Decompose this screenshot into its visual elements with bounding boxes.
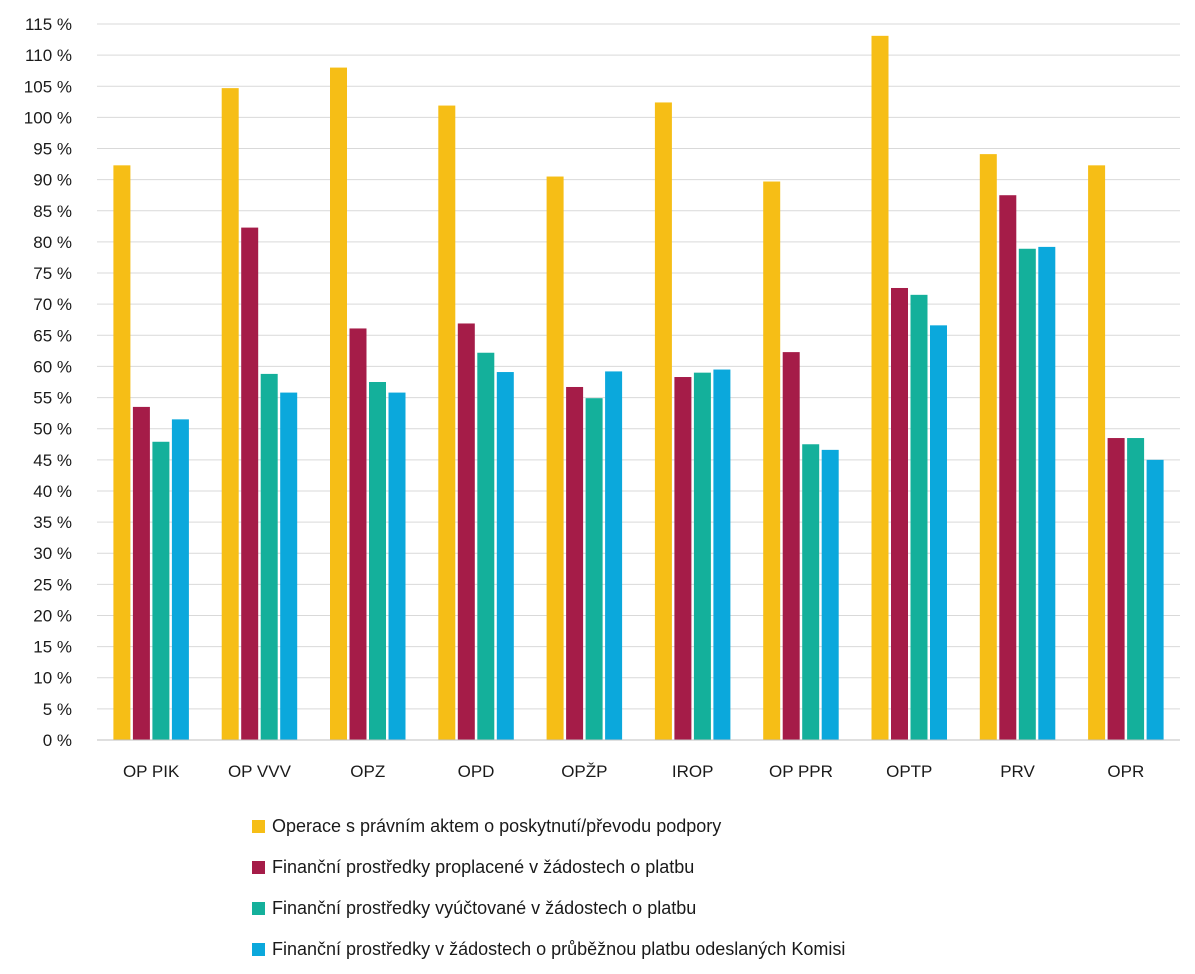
bar — [674, 377, 692, 740]
y-tick-label: 80 % — [33, 233, 72, 252]
x-category-label: OPŽP — [561, 762, 607, 781]
y-tick-label: 45 % — [33, 451, 72, 470]
y-tick-label: 30 % — [33, 544, 72, 563]
x-category-label: IROP — [672, 762, 714, 781]
bar — [349, 328, 367, 740]
y-tick-label: 70 % — [33, 295, 72, 314]
y-tick-label: 0 % — [43, 731, 72, 750]
y-tick-label: 40 % — [33, 482, 72, 501]
bar — [566, 386, 584, 740]
bar — [171, 419, 189, 740]
bar — [496, 372, 514, 740]
bar — [221, 88, 239, 741]
bar — [457, 323, 475, 740]
bar — [821, 449, 839, 740]
x-category-label: PRV — [1000, 762, 1035, 781]
bar — [438, 105, 456, 740]
y-tick-label: 15 % — [33, 638, 72, 657]
bar — [132, 406, 150, 740]
bar — [802, 444, 820, 740]
bar — [152, 441, 170, 740]
bar — [241, 227, 259, 741]
bar — [1127, 438, 1145, 740]
y-tick-label: 100 % — [24, 108, 72, 127]
bar — [1146, 459, 1164, 740]
y-tick-label: 5 % — [43, 700, 72, 719]
bar — [979, 154, 997, 740]
legend-label: Finanční prostředky proplacené v žádoste… — [272, 857, 694, 877]
legend-label: Finanční prostředky v žádostech o průběž… — [272, 939, 845, 959]
bar — [1107, 438, 1125, 740]
bar — [999, 195, 1017, 740]
x-axis-category-labels: OP PIK OP VVV OPZ OPD OPŽP IROP OP PPR OPTP PRV O… — [123, 762, 1144, 781]
legend: Operace s právním aktem o poskytnutí/pře… — [252, 816, 845, 959]
y-tick-label: 95 % — [33, 140, 72, 159]
bar — [369, 382, 386, 740]
bar — [693, 372, 711, 740]
y-tick-label: 65 % — [33, 326, 72, 345]
legend-label: Finanční prostředky vyúčtované v žádoste… — [272, 898, 696, 918]
bar — [1038, 246, 1056, 740]
bar — [782, 352, 800, 740]
y-tick-label: 115 % — [25, 15, 72, 34]
bar — [280, 392, 298, 740]
bar — [713, 369, 731, 740]
bar — [910, 294, 928, 740]
gridlines — [97, 23, 1180, 710]
y-axis-tick-labels: 0 % 5 % 10 % 15 % 20 % 25 % 30 % 35 % 40 % 45 % 50… — [24, 15, 72, 750]
bar — [330, 67, 347, 740]
bar — [654, 102, 672, 741]
bar — [585, 398, 603, 740]
y-tick-label: 85 % — [33, 202, 72, 221]
bar — [1018, 248, 1036, 741]
legend-swatch — [252, 943, 265, 956]
y-tick-label: 10 % — [33, 669, 72, 688]
bar — [388, 392, 406, 740]
bars — [113, 35, 1164, 741]
y-tick-label: 50 % — [33, 420, 72, 439]
y-tick-label: 60 % — [33, 357, 72, 376]
x-category-label: OPTP — [886, 762, 932, 781]
x-category-label: OP PIK — [123, 762, 180, 781]
bar — [930, 325, 947, 740]
bar — [871, 35, 889, 740]
bar — [113, 165, 131, 741]
x-category-label: OP VVV — [228, 762, 292, 781]
y-tick-label: 90 % — [33, 171, 72, 190]
x-category-label: OP PPR — [769, 762, 833, 781]
y-tick-label: 35 % — [33, 513, 72, 532]
legend-swatch — [252, 820, 265, 833]
bar — [546, 176, 564, 740]
x-category-label: OPR — [1107, 762, 1144, 781]
bar — [260, 373, 278, 740]
legend-label: Operace s právním aktem o poskytnutí/pře… — [272, 816, 721, 836]
x-category-label: OPZ — [350, 762, 385, 781]
legend-swatch — [252, 861, 265, 874]
bar — [605, 371, 623, 740]
bar — [1088, 165, 1106, 741]
y-tick-label: 55 % — [33, 389, 72, 408]
bar — [891, 287, 908, 740]
y-tick-label: 20 % — [33, 606, 72, 625]
y-tick-label: 75 % — [33, 264, 72, 283]
legend-swatch — [252, 902, 265, 915]
y-tick-label: 25 % — [33, 575, 72, 594]
bar — [763, 181, 781, 740]
y-tick-label: 105 % — [24, 77, 72, 96]
bar — [477, 352, 495, 740]
x-category-label: OPD — [458, 762, 495, 781]
y-tick-label: 110 % — [25, 46, 72, 65]
